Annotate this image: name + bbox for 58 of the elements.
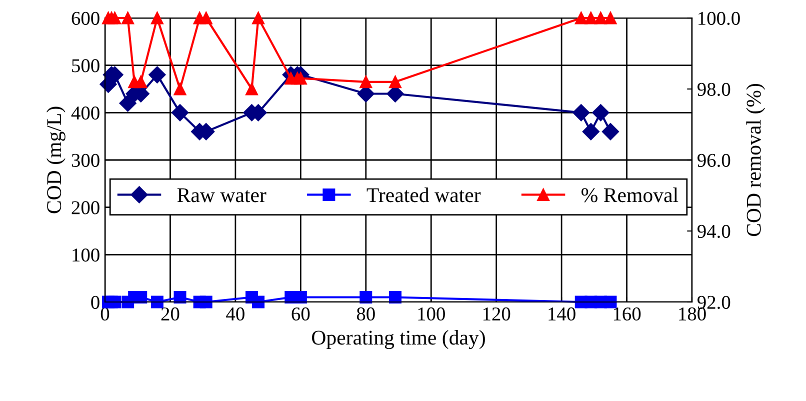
point <box>594 12 607 24</box>
x-tick-label: 120 <box>483 307 510 321</box>
point <box>574 12 588 24</box>
y-tick-label: 300 <box>72 154 100 167</box>
y-tick-label: 0 <box>91 296 100 309</box>
y-tick-label: 400 <box>71 106 100 120</box>
y-tick-label: 600 <box>72 12 100 25</box>
y2-tick-label: 94.0 <box>697 224 730 238</box>
x-axis-title: Operating time (day) <box>312 330 485 349</box>
point <box>360 76 372 88</box>
legend-label: Treated water <box>366 188 481 202</box>
point <box>584 12 598 24</box>
point <box>174 291 186 304</box>
x-tick-label: 160 <box>614 307 641 321</box>
point <box>174 82 186 96</box>
point <box>252 296 265 308</box>
point <box>108 12 122 24</box>
x-tick-label: 100 <box>418 307 445 321</box>
point <box>602 123 620 140</box>
point <box>246 82 258 96</box>
x-tick-label: 20 <box>161 307 180 321</box>
point <box>252 12 265 24</box>
point <box>150 12 164 24</box>
point <box>360 291 372 304</box>
x-tick-label: 80 <box>356 307 375 321</box>
point <box>171 104 189 122</box>
point <box>119 94 136 112</box>
y2-tick-label: 100.0 <box>698 12 740 26</box>
point <box>604 296 617 308</box>
y2-axis-title: COD removal (%) <box>746 84 766 236</box>
x-tick-label: 180 <box>679 307 706 321</box>
point <box>148 66 166 84</box>
x-tick-label: 40 <box>226 307 244 321</box>
point <box>200 12 212 24</box>
point <box>582 123 600 140</box>
y2-tick-label: 96.0 <box>697 154 730 168</box>
y-tick-label: 500 <box>72 59 100 72</box>
point <box>388 291 402 304</box>
x-tick-label: 140 <box>548 307 576 321</box>
point <box>200 296 212 308</box>
point <box>294 72 307 85</box>
point <box>592 104 610 122</box>
point <box>388 76 402 88</box>
point <box>122 12 134 24</box>
point <box>108 296 122 308</box>
x-tick-label: 0 <box>100 307 110 321</box>
point <box>572 104 590 122</box>
y-tick-label: 100 <box>72 248 100 262</box>
y-axis-title: COD (mg/L) <box>46 106 66 214</box>
y2-tick-label: 92.0 <box>697 296 730 310</box>
legend-label: % Removal <box>582 188 678 202</box>
y2-tick-label: 98.0 <box>697 82 730 96</box>
point <box>150 296 164 308</box>
point <box>604 12 617 24</box>
point <box>134 76 148 88</box>
x-tick-label: 60 <box>292 307 310 321</box>
y-tick-label: 200 <box>72 201 100 214</box>
legend-label: Raw water <box>177 188 266 202</box>
